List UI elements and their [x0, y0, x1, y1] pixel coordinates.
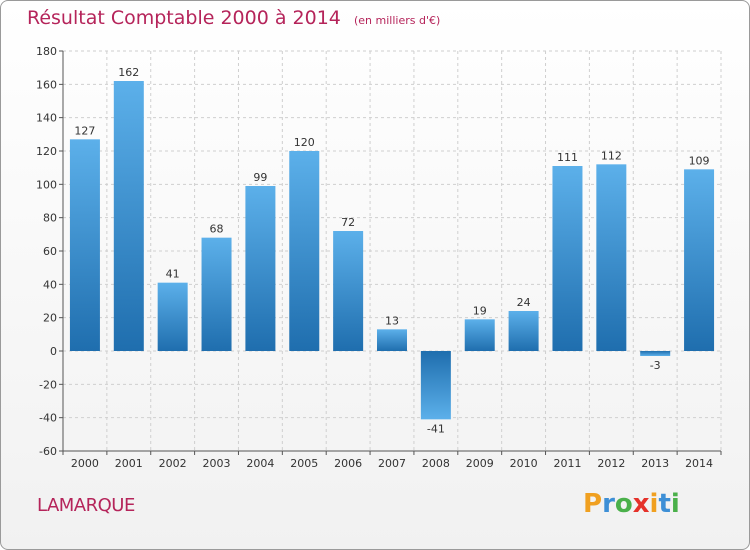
y-tick-label: -20 — [39, 378, 57, 391]
value-label: 41 — [166, 268, 180, 281]
value-label: 109 — [689, 154, 710, 167]
value-label: 13 — [385, 314, 399, 327]
value-label: 112 — [601, 149, 622, 162]
chart-title-unit: (en milliers d'€) — [353, 14, 441, 27]
x-tick-label: 2003 — [203, 457, 231, 470]
value-label: 162 — [118, 66, 139, 79]
y-tick-label: 80 — [43, 212, 57, 225]
y-tick-label: 40 — [43, 278, 57, 291]
logo-letter: r — [602, 489, 615, 519]
x-tick-label: 2001 — [115, 457, 143, 470]
value-label: -3 — [650, 359, 661, 372]
value-label: 68 — [210, 223, 224, 236]
x-tick-label: 2008 — [422, 457, 450, 470]
bars — [69, 81, 715, 420]
bar — [508, 311, 539, 351]
bar — [245, 186, 276, 351]
bar — [113, 81, 144, 351]
bar — [552, 166, 583, 351]
labels: 180 160 140 120 100 80 60 40 20 0 -20 -40 -60 127 2000… — [36, 45, 713, 470]
bar — [420, 351, 451, 420]
value-label: 19 — [473, 304, 487, 317]
x-tick-label: 2002 — [159, 457, 187, 470]
y-tick-label: 180 — [36, 45, 57, 58]
x-tick-label: 2014 — [685, 457, 713, 470]
x-tick-label: 2004 — [246, 457, 274, 470]
logo-letter: i — [670, 489, 680, 519]
bar — [157, 282, 188, 351]
x-tick-label: 2005 — [290, 457, 318, 470]
value-label: 120 — [294, 136, 315, 149]
x-tick-label: 2009 — [466, 457, 494, 470]
y-tick-label: 20 — [43, 312, 57, 325]
y-tick-label: 100 — [36, 178, 57, 191]
value-label: 24 — [517, 296, 531, 309]
logo-letter: P — [583, 489, 603, 519]
x-tick-label: 2006 — [334, 457, 362, 470]
y-tick-label: 60 — [43, 245, 57, 258]
y-tick-label: -40 — [39, 412, 57, 425]
value-label: -41 — [427, 422, 445, 435]
logo-letter: o — [614, 489, 633, 519]
bar — [596, 164, 627, 351]
y-tick-label: -60 — [39, 445, 57, 458]
axes — [59, 50, 722, 455]
y-tick-label: 120 — [36, 145, 57, 158]
y-tick-label: 0 — [50, 345, 57, 358]
x-tick-label: 2013 — [641, 457, 669, 470]
x-tick-label: 2011 — [553, 457, 581, 470]
y-tick-label: 160 — [36, 78, 57, 91]
x-tick-label: 2007 — [378, 457, 406, 470]
bar — [289, 151, 320, 351]
bar — [640, 351, 671, 356]
logo-letter: t — [658, 489, 671, 519]
bar — [333, 231, 364, 351]
proxiti-logo: Proxiti — [583, 489, 680, 519]
x-tick-label: 2012 — [597, 457, 625, 470]
value-label: 127 — [74, 124, 95, 137]
chart-title-main: Résultat Comptable 2000 à 2014 — [27, 7, 341, 29]
chart-title: Résultat Comptable 2000 à 2014 (en milli… — [27, 7, 440, 29]
x-tick-label: 2010 — [510, 457, 538, 470]
bar — [69, 139, 100, 351]
bar — [464, 319, 495, 351]
value-label: 111 — [557, 151, 578, 164]
bar — [377, 329, 407, 351]
commune-name: LAMARQUE — [37, 495, 135, 516]
logo-letter: x — [632, 489, 650, 519]
bar — [201, 237, 232, 351]
value-label: 72 — [341, 216, 355, 229]
logo-letter: i — [649, 489, 659, 519]
value-label: 99 — [253, 171, 267, 184]
bar — [684, 169, 715, 351]
y-tick-label: 140 — [36, 112, 57, 125]
x-tick-label: 2000 — [71, 457, 99, 470]
